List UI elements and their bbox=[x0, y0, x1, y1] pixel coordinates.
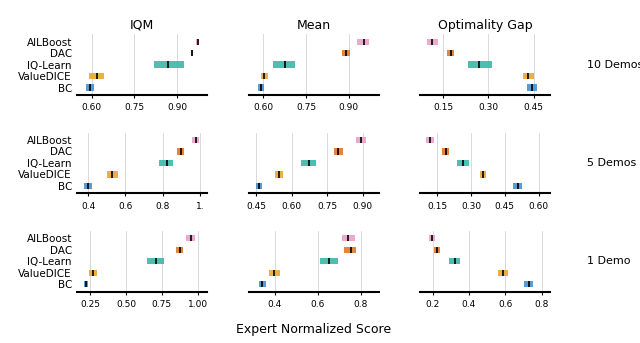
Text: 1 Demo: 1 Demo bbox=[587, 256, 630, 266]
Bar bbox=[342, 235, 355, 241]
Bar bbox=[260, 73, 268, 79]
Title: Optimality Gap: Optimality Gap bbox=[438, 19, 532, 32]
Bar bbox=[106, 171, 118, 178]
Bar bbox=[468, 61, 492, 68]
Bar bbox=[434, 247, 440, 253]
Text: 10 Demos: 10 Demos bbox=[587, 60, 640, 70]
Bar bbox=[344, 247, 356, 253]
Bar bbox=[458, 160, 469, 166]
Text: 5 Demos: 5 Demos bbox=[587, 158, 636, 168]
Bar bbox=[301, 160, 316, 166]
Text: Expert Normalized Score: Expert Normalized Score bbox=[236, 323, 391, 336]
Bar bbox=[191, 50, 193, 56]
Bar bbox=[89, 73, 104, 79]
Bar bbox=[426, 137, 433, 143]
Bar bbox=[177, 247, 183, 253]
Bar bbox=[147, 258, 164, 264]
Title: IQM: IQM bbox=[130, 19, 154, 32]
Bar bbox=[356, 137, 365, 143]
Bar bbox=[186, 235, 195, 241]
Bar bbox=[319, 258, 338, 264]
Title: Mean: Mean bbox=[296, 19, 331, 32]
Bar bbox=[89, 270, 97, 276]
Bar bbox=[273, 61, 294, 68]
Bar bbox=[357, 39, 369, 45]
Bar bbox=[84, 183, 92, 189]
Bar bbox=[333, 148, 343, 155]
Bar bbox=[177, 148, 184, 155]
Bar bbox=[449, 258, 460, 264]
Bar bbox=[429, 235, 435, 241]
Bar bbox=[258, 84, 264, 91]
Bar bbox=[498, 270, 508, 276]
Bar bbox=[275, 171, 283, 178]
Bar bbox=[428, 39, 438, 45]
Bar bbox=[442, 148, 449, 155]
Bar bbox=[447, 50, 454, 56]
Bar bbox=[84, 281, 88, 287]
Bar bbox=[269, 270, 280, 276]
Bar bbox=[523, 73, 534, 79]
Bar bbox=[154, 61, 184, 68]
Bar bbox=[524, 281, 533, 287]
Bar bbox=[193, 137, 198, 143]
Bar bbox=[342, 50, 350, 56]
Bar bbox=[513, 183, 522, 189]
Bar bbox=[256, 183, 262, 189]
Bar bbox=[527, 84, 537, 91]
Bar bbox=[86, 84, 94, 91]
Bar bbox=[479, 171, 486, 178]
Bar bbox=[159, 160, 173, 166]
Bar bbox=[196, 39, 198, 45]
Bar bbox=[259, 281, 266, 287]
